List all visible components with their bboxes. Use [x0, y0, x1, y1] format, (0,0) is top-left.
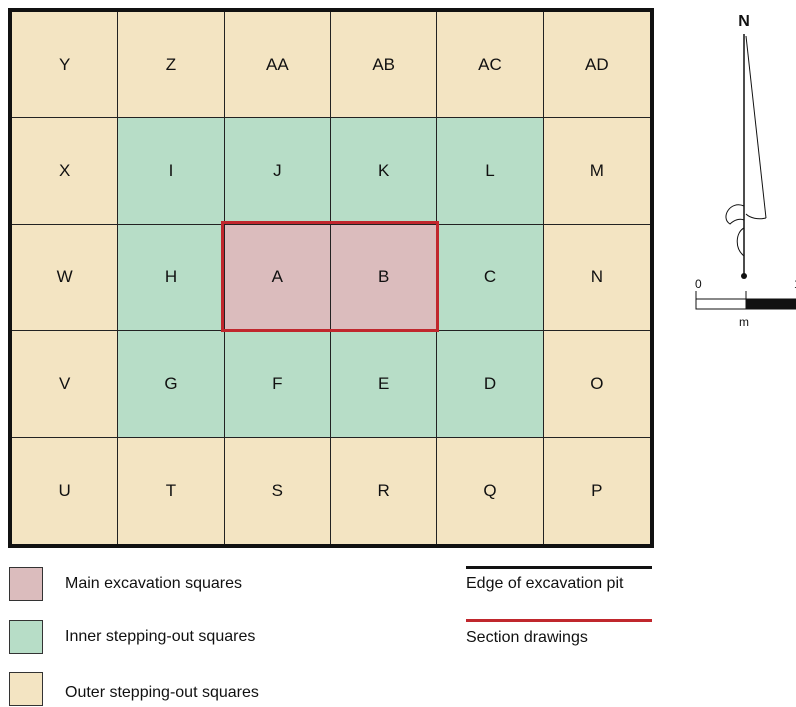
legend-label-outer: Outer stepping-out squares [65, 684, 259, 701]
legend-swatch-outer [9, 672, 43, 706]
grid-square-ab: AB [331, 12, 438, 119]
grid-square-k: K [331, 118, 438, 225]
grid-square-w: W [12, 224, 119, 332]
legend-label-inner: Inner stepping-out squares [65, 628, 256, 645]
grid-square-ac: AC [437, 12, 544, 119]
grid-square-q: Q [437, 437, 544, 544]
grid-square-v: V [12, 331, 119, 438]
legend-swatch-main [9, 567, 43, 601]
grid-square-d: D [437, 331, 544, 438]
grid-square-h: H [118, 224, 225, 332]
grid-square-a: A [224, 224, 331, 332]
grid-square-g: G [118, 331, 225, 438]
grid-square-b: B [331, 224, 438, 332]
legend-label-main: Main excavation squares [65, 575, 242, 592]
legend-line-edge [466, 566, 652, 569]
grid-square-e: E [331, 331, 438, 438]
grid-square-c: C [437, 224, 544, 332]
scale-bar: 0 1 m [695, 277, 796, 329]
north-label: N [738, 13, 750, 30]
grid-square-s: S [224, 437, 331, 544]
grid-square-ad: AD [543, 12, 650, 119]
grid-square-l: L [437, 118, 544, 225]
legend-swatch-inner [9, 620, 43, 654]
grid-square-i: I [118, 118, 225, 225]
legend-label-section: Section drawings [466, 629, 588, 646]
legend-line-section [466, 619, 652, 622]
grid-square-aa: AA [224, 12, 331, 119]
grid-square-x: X [12, 118, 119, 225]
grid-square-m: M [543, 118, 650, 225]
grid-square-y: Y [12, 12, 119, 119]
grid-square-j: J [224, 118, 331, 225]
grid-square-z: Z [118, 12, 225, 119]
legend-label-edge: Edge of excavation pit [466, 575, 624, 592]
grid-square-t: T [118, 437, 225, 544]
scale-start-label: 0 [695, 277, 702, 291]
scale-unit-label: m [739, 315, 749, 329]
grid-square-f: F [224, 331, 331, 438]
excavation-grid: Y Z AA AB AC AD X I J K L M W H A B C N V G F E D O U T S R Q P [8, 8, 654, 548]
grid-square-n: N [543, 224, 650, 332]
grid-square-o: O [543, 331, 650, 438]
grid-square-r: R [331, 437, 438, 544]
grid-square-u: U [12, 437, 119, 544]
north-arrow-icon: N [725, 13, 767, 279]
scale-end-label: 1 [794, 277, 796, 291]
grid-square-p: P [543, 437, 650, 544]
